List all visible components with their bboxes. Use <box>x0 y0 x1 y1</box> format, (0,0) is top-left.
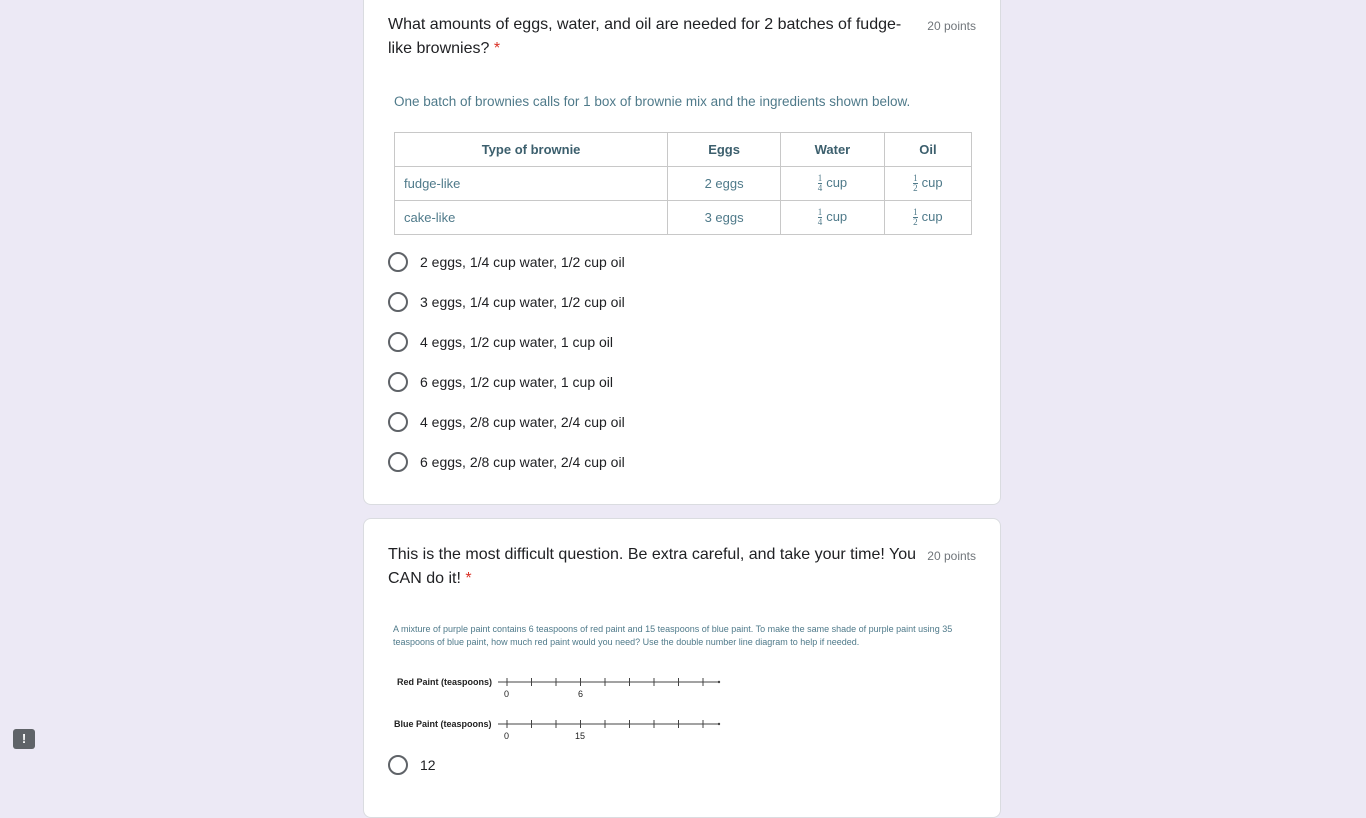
answer-option[interactable]: 6 eggs, 1/2 cup water, 1 cup oil <box>388 372 613 392</box>
blue-paint-label: Blue Paint (teaspoons) <box>394 719 492 729</box>
answer-option[interactable]: 6 eggs, 2/8 cup water, 2/4 cup oil <box>388 452 625 472</box>
radio-button[interactable] <box>388 755 408 775</box>
question-title: What amounts of eggs, water, and oil are… <box>388 13 918 61</box>
report-problem-button[interactable]: ! <box>13 729 35 749</box>
exclamation-icon: ! <box>21 731 27 746</box>
question-card-1: What amounts of eggs, water, and oil are… <box>363 0 1001 505</box>
required-marker: * <box>465 570 472 587</box>
question-title: This is the most difficult question. Be … <box>388 543 918 591</box>
red-tick-6: 6 <box>578 689 584 699</box>
header-oil: Oil <box>883 132 973 167</box>
table-row: fudge-like 2 eggs 1 4 cup 1 2 cup <box>393 166 973 201</box>
radio-button[interactable] <box>388 412 408 432</box>
radio-button[interactable] <box>388 252 408 272</box>
header-eggs: Eggs <box>667 132 782 167</box>
red-paint-label: Red Paint (teaspoons) <box>397 677 493 687</box>
radio-button[interactable] <box>388 332 408 352</box>
required-marker: * <box>493 40 501 57</box>
blue-tick-15: 15 <box>575 731 586 741</box>
cell-type: fudge-like <box>393 166 669 201</box>
option-label: 4 eggs, 2/8 cup water, 2/4 cup oil <box>420 414 625 430</box>
option-label: 6 eggs, 2/8 cup water, 2/4 cup oil <box>420 454 625 470</box>
radio-button[interactable] <box>388 372 408 392</box>
option-label: 3 eggs, 1/4 cup water, 1/2 cup oil <box>420 294 625 310</box>
table-row: cake-like 3 eggs 1 4 cup 1 2 cup <box>393 200 973 235</box>
problem-text: A mixture of purple paint contains 6 tea… <box>393 624 953 647</box>
cell-oil: 1 2 cup <box>883 200 973 235</box>
option-label: 2 eggs, 1/4 cup water, 1/2 cup oil <box>420 254 625 270</box>
answer-option[interactable]: 4 eggs, 2/8 cup water, 2/4 cup oil <box>388 412 625 432</box>
cell-eggs: 3 eggs <box>667 200 782 235</box>
answer-option[interactable]: 2 eggs, 1/4 cup water, 1/2 cup oil <box>388 252 625 272</box>
points-label: 20 points <box>927 549 976 563</box>
cell-eggs: 2 eggs <box>667 166 782 201</box>
title-text: What amounts of eggs, water, and oil are… <box>388 16 902 57</box>
points-label: 20 points <box>927 19 976 33</box>
question-intro: One batch of brownies calls for 1 box of… <box>394 94 911 109</box>
header-water: Water <box>780 132 885 167</box>
answer-option[interactable]: 4 eggs, 1/2 cup water, 1 cup oil <box>388 332 613 352</box>
blue-tick-0: 0 <box>504 731 510 741</box>
red-tick-0: 0 <box>504 689 510 699</box>
option-label: 6 eggs, 1/2 cup water, 1 cup oil <box>420 374 614 390</box>
double-number-line <box>498 678 721 728</box>
arrow-end <box>717 722 721 726</box>
arrow-end <box>717 680 721 684</box>
cell-type: cake-like <box>393 200 669 235</box>
answer-option[interactable]: 3 eggs, 1/4 cup water, 1/2 cup oil <box>388 292 625 312</box>
cell-oil: 1 2 cup <box>883 166 973 201</box>
radio-button[interactable] <box>388 292 408 312</box>
option-label: 12 <box>420 757 436 773</box>
title-text: This is the most difficult question. Be … <box>388 546 916 587</box>
radio-button[interactable] <box>388 452 408 472</box>
cell-water: 1 4 cup <box>780 166 885 201</box>
header-type: Type of brownie <box>393 132 669 167</box>
answer-option[interactable]: 12 <box>388 755 436 775</box>
question-card-2: This is the most difficult question. Be … <box>363 518 1001 818</box>
cell-water: 1 4 cup <box>780 200 885 235</box>
option-label: 4 eggs, 1/2 cup water, 1 cup oil <box>420 334 614 350</box>
ingredients-table: Type of brownie Eggs Water Oil fudge-like 2 … <box>393 132 973 235</box>
